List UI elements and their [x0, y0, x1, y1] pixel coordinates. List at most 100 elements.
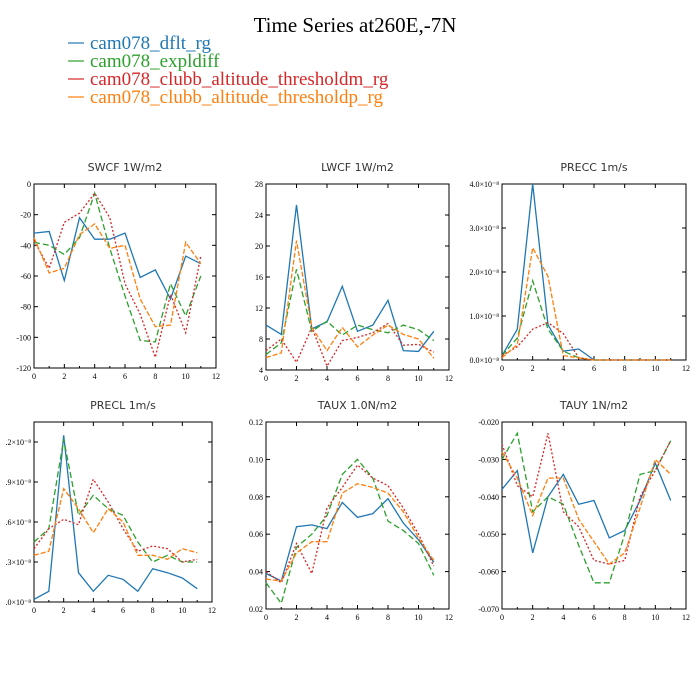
x-tick-label: 8 — [623, 364, 627, 373]
x-tick-label: 6 — [123, 372, 127, 381]
series-line — [501, 461, 672, 554]
y-tick-label: 24 — [255, 211, 263, 220]
x-tick-label: 12 — [208, 606, 216, 615]
x-tick-label: 6 — [121, 606, 125, 615]
y-tick-label: .3×10⁻⁸ — [5, 558, 31, 567]
x-tick-label: 0 — [500, 613, 504, 622]
series-line — [33, 439, 198, 563]
series-line — [501, 278, 671, 361]
legend-label: cam078_clubb_altitude_thresholdm_rg — [90, 69, 389, 90]
series-line — [501, 451, 672, 566]
x-tick-label: 6 — [592, 613, 596, 622]
y-tick-label: 8 — [259, 335, 263, 344]
y-tick-label: -120 — [16, 364, 31, 373]
y-tick-label: 0 — [27, 180, 31, 189]
y-tick-label: -20 — [20, 211, 31, 220]
legend-entry: cam078_dflt_rg — [68, 33, 212, 54]
series-line — [265, 269, 435, 356]
plot-frame — [501, 421, 687, 610]
x-tick-label: 8 — [623, 613, 627, 622]
y-tick-label: 12 — [255, 304, 263, 313]
series-line — [265, 458, 435, 605]
x-tick-label: 4 — [561, 613, 565, 622]
plot-frame — [33, 183, 217, 369]
x-tick-label: 10 — [178, 606, 186, 615]
series-line — [501, 245, 671, 361]
panels: SWCF 1W/m20 2 4 6 8 10 12-120-100-80-60-40-200… — [5, 161, 690, 622]
panel-title: LWCF 1W/m2 — [321, 161, 394, 174]
x-tick-label: 10 — [182, 372, 190, 381]
x-tick-label: 8 — [386, 374, 390, 383]
y-tick-label: -0.020 — [478, 418, 499, 427]
x-tick-label: 12 — [682, 364, 690, 373]
y-tick-label: .0×10⁻⁸ — [5, 598, 31, 607]
x-tick-label: 2 — [62, 372, 66, 381]
x-tick-label: 10 — [415, 613, 423, 622]
legend-label: cam078_dflt_rg — [90, 33, 212, 54]
y-tick-label: -0.040 — [478, 493, 499, 502]
x-tick-label: 4 — [561, 364, 565, 373]
y-tick-label: -0.030 — [478, 455, 499, 464]
chart-panel: SWCF 1W/m2 0 2 4 6 8 10 12 -120 -100 -80 -60 -40 -20 0 — [16, 161, 220, 381]
y-tick-label: 0.06 — [249, 530, 263, 539]
series-line — [265, 204, 435, 353]
series-line — [265, 497, 435, 582]
legend-entry: cam078_clubb_altitude_thresholdm_rg — [68, 69, 389, 90]
legend: cam078_dflt_rgcam078_expldiffcam078_club… — [68, 33, 389, 108]
x-tick-label: 10 — [651, 613, 659, 622]
x-tick-label: 6 — [356, 374, 360, 383]
x-tick-label: 4 — [93, 372, 97, 381]
panel-title: TAUX 1.0N/m2 — [317, 399, 398, 412]
y-tick-label: 0.10 — [249, 455, 263, 464]
y-tick-label: .9×10⁻⁸ — [5, 478, 31, 487]
x-tick-label: 0 — [264, 613, 268, 622]
series-line — [265, 483, 435, 582]
plot-frame — [33, 421, 213, 603]
chart-panel: TAUY 1N/m2 0 2 4 6 8 10 12 -0.070 -0.060 -0.050 -0.… — [478, 399, 690, 622]
x-tick-label: 12 — [445, 374, 453, 383]
y-tick-label: 20 — [255, 242, 263, 251]
legend-entry: cam078_expldiff — [68, 51, 220, 72]
series-line — [33, 487, 198, 561]
chart-panel: PRECC 1m/s 0 2 4 6 8 10 12 0.0×10⁻⁸ 1.0×10⁻⁸ 2.0×1… — [469, 161, 690, 373]
y-tick-label: 0.0×10⁻⁸ — [469, 356, 499, 365]
x-tick-label: 8 — [153, 372, 157, 381]
y-tick-label: .2×10⁻⁸ — [5, 438, 31, 447]
y-tick-label: 2.0×10⁻⁸ — [469, 268, 499, 277]
x-tick-label: 2 — [62, 606, 66, 615]
series-line — [265, 464, 435, 584]
y-tick-label: 0.12 — [249, 418, 263, 427]
x-tick-label: 12 — [445, 613, 453, 622]
y-tick-label: 0.02 — [249, 605, 263, 614]
y-tick-label: 4.0×10⁻⁸ — [469, 180, 499, 189]
y-tick-label: -0.060 — [478, 568, 499, 577]
x-tick-label: 10 — [651, 364, 659, 373]
legend-label: cam078_clubb_altitude_thresholdp_rg — [90, 87, 384, 108]
x-tick-label: 4 — [325, 374, 329, 383]
x-tick-label: 0 — [500, 364, 504, 373]
series-line — [501, 433, 672, 565]
series-line — [501, 431, 672, 584]
y-tick-label: -0.050 — [478, 530, 499, 539]
y-tick-label: 0.04 — [249, 568, 263, 577]
y-tick-label: 16 — [255, 273, 263, 282]
x-tick-label: 2 — [295, 613, 299, 622]
series-line — [33, 190, 202, 343]
y-tick-label: -80 — [20, 303, 31, 312]
x-tick-label: 12 — [682, 613, 690, 622]
chart-panel: PRECL 1m/s 0 2 4 6 8 10 12 .0×10⁻⁸ .3×10⁻⁸ .6×10⁻⁸… — [5, 399, 216, 615]
y-tick-label: -100 — [16, 333, 31, 342]
panel-title: PRECL 1m/s — [90, 399, 156, 412]
y-tick-label: -0.070 — [478, 605, 499, 614]
x-tick-label: 4 — [325, 613, 329, 622]
y-tick-label: 0.08 — [249, 493, 263, 502]
series-line — [265, 240, 435, 359]
plot-frame — [265, 421, 450, 610]
legend-entry: cam078_clubb_altitude_thresholdp_rg — [68, 87, 384, 108]
x-tick-label: 8 — [386, 613, 390, 622]
y-tick-label: 3.0×10⁻⁸ — [469, 224, 499, 233]
x-tick-label: 12 — [212, 372, 220, 381]
series-line — [265, 322, 435, 368]
